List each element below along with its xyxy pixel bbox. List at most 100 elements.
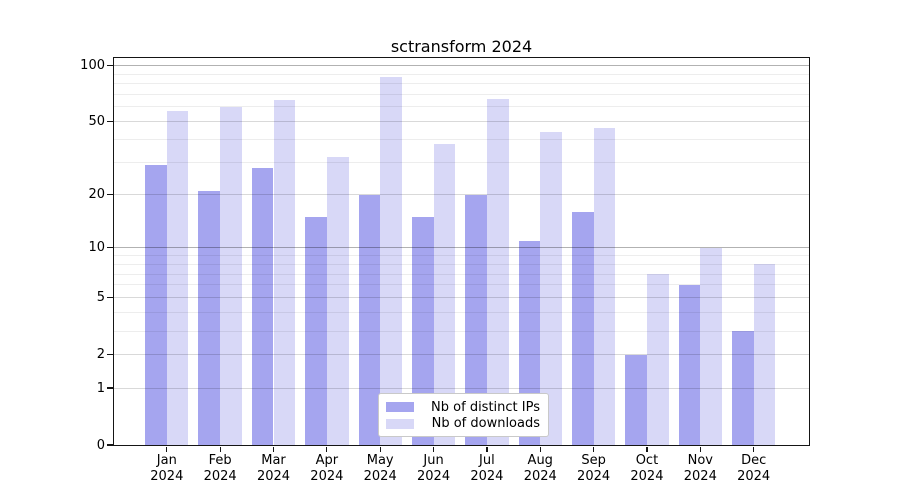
x-tick-mar xyxy=(272,447,275,452)
y-gridline-2 xyxy=(113,354,810,356)
y-tick-2 xyxy=(106,354,113,356)
x-tick-nov xyxy=(699,447,701,452)
y-gridline-5 xyxy=(113,297,810,299)
y-gridline-3 xyxy=(113,330,810,332)
bar-downloads-feb xyxy=(220,106,242,446)
month-label: Nov xyxy=(687,453,713,468)
x-tick-label-aug: Aug 2024 xyxy=(510,453,570,484)
year-label: 2024 xyxy=(577,468,611,484)
y-gridline-1 xyxy=(113,387,810,389)
bar-downloads-jan xyxy=(166,111,189,446)
x-tick-label-jun: Jun 2024 xyxy=(404,453,464,484)
y-gridline-90 xyxy=(113,73,810,75)
year-label: 2024 xyxy=(203,468,237,484)
y-tick-0 xyxy=(106,444,113,446)
x-tick-dec xyxy=(753,447,755,452)
legend-label-distinct-ips: Nb of distinct IPs xyxy=(431,399,540,415)
y-tick-1 xyxy=(106,387,113,389)
bar-distinct-ips-jul xyxy=(465,194,487,446)
bar-downloads-sep xyxy=(593,128,616,446)
y-gridline-80 xyxy=(113,83,810,85)
legend-item-downloads: Nb of downloads xyxy=(386,416,540,433)
y-gridline-7 xyxy=(113,273,810,275)
y-gridline-30 xyxy=(113,162,810,164)
x-tick-label-sep: Sep 2024 xyxy=(564,453,624,484)
y-tick-label-0: 0 xyxy=(96,437,105,453)
legend: Nb of distinct IPs Nb of downloads xyxy=(378,393,549,437)
year-label: 2024 xyxy=(363,468,397,484)
y-tick-label-20: 20 xyxy=(88,187,105,203)
x-tick-label-feb: Feb 2024 xyxy=(190,453,250,484)
y-tick-20 xyxy=(106,193,113,196)
legend-swatch-distinct-ips xyxy=(386,402,414,413)
y-gridline-20 xyxy=(113,194,810,196)
x-tick-label-mar: Mar 2024 xyxy=(244,453,304,484)
y-tick-label-5: 5 xyxy=(96,290,105,306)
year-label: 2024 xyxy=(150,468,184,484)
y-tick-50 xyxy=(106,121,113,123)
y-tick-100 xyxy=(106,64,113,67)
y-gridline-60 xyxy=(113,106,810,108)
x-tick-label-jul: Jul 2024 xyxy=(457,453,517,484)
bar-distinct-ips-oct xyxy=(625,354,647,446)
bar-distinct-ips-sep xyxy=(571,212,594,446)
bar-downloads-dec xyxy=(753,264,776,446)
x-tick-apr xyxy=(326,447,328,452)
year-label: 2024 xyxy=(737,468,771,484)
bar-downloads-apr xyxy=(326,157,349,446)
y-gridline-100 xyxy=(113,64,810,66)
bar-distinct-ips-mar xyxy=(251,168,274,446)
y-gridline-4 xyxy=(113,312,810,314)
legend-item-distinct-ips: Nb of distinct IPs xyxy=(386,399,540,416)
month-label: Jun xyxy=(423,453,444,468)
x-tick-label-jan: Jan 2024 xyxy=(137,453,197,484)
bar-distinct-ips-jun xyxy=(411,217,434,446)
year-label: 2024 xyxy=(683,468,717,484)
x-tick-oct xyxy=(646,447,648,452)
bar-downloads-may xyxy=(380,76,402,446)
year-label: 2024 xyxy=(310,468,344,484)
x-tick-label-may: May 2024 xyxy=(350,453,410,484)
month-label: Dec xyxy=(741,453,767,468)
month-label: Aug xyxy=(527,453,553,468)
bar-downloads-mar xyxy=(273,100,296,446)
month-label: May xyxy=(366,453,394,468)
y-tick-10 xyxy=(106,247,113,249)
bar-downloads-nov xyxy=(700,247,722,446)
x-tick-label-oct: Oct 2024 xyxy=(617,453,677,484)
y-tick-label-50: 50 xyxy=(88,114,105,130)
x-tick-label-apr: Apr 2024 xyxy=(297,453,357,484)
month-label: Apr xyxy=(315,453,339,468)
x-tick-label-nov: Nov 2024 xyxy=(670,453,730,484)
x-tick-jun xyxy=(432,447,435,452)
y-gridline-6 xyxy=(113,284,810,286)
y-gridline-10 xyxy=(113,247,810,249)
month-label: Sep xyxy=(581,453,606,468)
year-label: 2024 xyxy=(470,468,504,484)
x-tick-sep xyxy=(592,447,595,452)
year-label: 2024 xyxy=(523,468,557,484)
legend-label-downloads: Nb of downloads xyxy=(431,416,540,432)
year-label: 2024 xyxy=(630,468,664,484)
year-label: 2024 xyxy=(256,468,291,484)
y-tick-label-10: 10 xyxy=(88,240,105,256)
y-gridline-40 xyxy=(113,139,810,141)
x-tick-jul xyxy=(486,447,488,452)
month-label: Jul xyxy=(479,453,495,468)
bar-downloads-jun xyxy=(433,143,456,446)
month-label: Feb xyxy=(208,453,232,468)
bar-downloads-aug xyxy=(540,131,562,446)
month-label: Oct xyxy=(635,453,659,468)
bar-distinct-ips-feb xyxy=(198,190,221,446)
x-tick-jan xyxy=(166,447,168,452)
bar-downloads-jul xyxy=(486,99,509,446)
bar-distinct-ips-dec xyxy=(731,331,754,446)
bar-distinct-ips-may xyxy=(358,194,381,446)
y-tick-label-100: 100 xyxy=(80,57,105,73)
x-tick-may xyxy=(379,447,381,452)
y-tick-5 xyxy=(106,297,113,299)
x-tick-aug xyxy=(539,447,541,452)
y-gridline-8 xyxy=(113,263,810,265)
x-tick-label-dec: Dec 2024 xyxy=(724,453,784,484)
